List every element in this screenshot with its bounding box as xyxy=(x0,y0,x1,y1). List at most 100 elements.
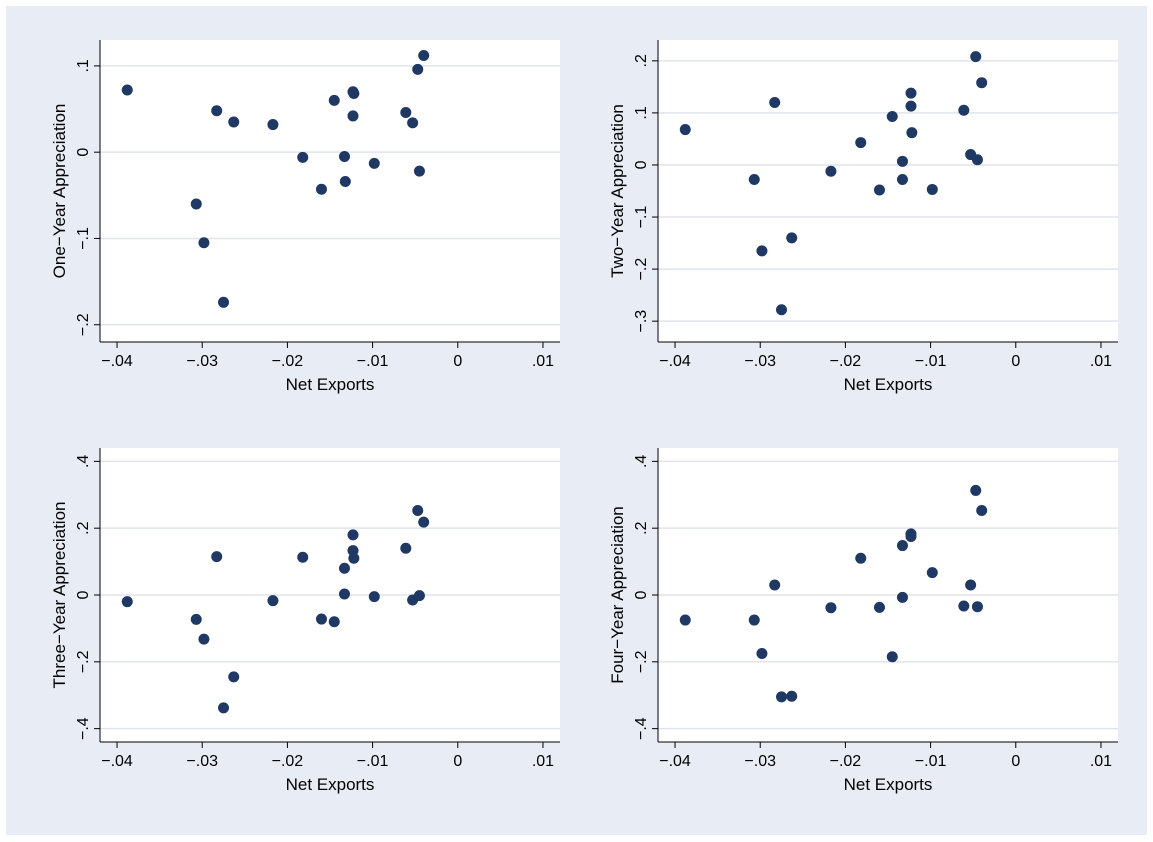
data-point xyxy=(873,184,885,196)
x-tick-label: 0 xyxy=(453,353,462,370)
data-point xyxy=(905,100,917,112)
y-tick-label: .2 xyxy=(633,54,650,67)
x-tick-label: −.03 xyxy=(744,353,776,370)
y-tick-label: −.2 xyxy=(75,313,92,336)
x-tick-label: −.04 xyxy=(659,353,691,370)
data-point xyxy=(756,245,768,257)
y-tick-label: −.4 xyxy=(633,717,650,740)
data-point xyxy=(267,595,279,607)
chart-panel-4: −.04 −.03 −.02 −.01 0 .01 −.4 −.2 0 .2 .4 Net Expor… xyxy=(608,448,1118,794)
x-tick-label: −.04 xyxy=(101,753,133,770)
data-point xyxy=(267,119,279,131)
x-tick-label: .01 xyxy=(532,353,554,370)
data-point xyxy=(786,690,798,702)
y-tick-label: −.2 xyxy=(633,650,650,673)
data-point xyxy=(769,579,781,591)
x-tick-label: 0 xyxy=(1011,353,1020,370)
data-point xyxy=(786,232,798,244)
chart-panel-3: −.04 −.03 −.02 −.01 0 .01 −.4 −.2 0 .2 .4 Net Expor… xyxy=(50,448,560,794)
data-point xyxy=(328,94,340,106)
data-point xyxy=(776,691,788,703)
data-point xyxy=(400,106,412,118)
data-point xyxy=(825,165,837,177)
x-axis-title: Net Exports xyxy=(286,375,375,394)
x-tick-label: 0 xyxy=(1011,753,1020,770)
data-point xyxy=(218,296,230,308)
y-tick-label: 0 xyxy=(75,148,92,157)
data-point xyxy=(855,137,867,149)
x-tick-label: −.04 xyxy=(659,753,691,770)
y-axis-title: Two−Year Appreciation xyxy=(608,104,627,278)
data-point xyxy=(970,51,982,63)
y-tick-label: −.3 xyxy=(633,310,650,333)
data-point xyxy=(756,647,768,659)
data-point xyxy=(190,613,202,625)
data-point xyxy=(211,105,223,117)
plot-area xyxy=(100,40,560,342)
y-tick-label: .1 xyxy=(633,106,650,119)
data-point xyxy=(896,591,908,603)
data-point xyxy=(776,304,788,316)
data-point xyxy=(906,127,918,139)
data-point xyxy=(348,87,360,99)
data-point xyxy=(896,540,908,552)
data-point xyxy=(338,150,350,162)
data-point xyxy=(121,84,133,96)
data-point xyxy=(328,616,340,628)
data-point xyxy=(347,529,359,541)
x-tick-label: .01 xyxy=(1090,353,1112,370)
data-point xyxy=(297,551,309,563)
data-point xyxy=(338,588,350,600)
data-point xyxy=(905,87,917,99)
y-tick-label: .2 xyxy=(75,521,92,534)
chart-panel-2: −.04 −.03 −.02 −.01 0 .01 −.3 −.2 −.1 0 .1 .2 Net Ex… xyxy=(608,40,1118,394)
data-point xyxy=(368,591,380,603)
data-point xyxy=(338,562,350,574)
data-point xyxy=(855,552,867,564)
x-tick-label: .01 xyxy=(532,753,554,770)
x-tick-label: −.03 xyxy=(186,753,218,770)
data-point xyxy=(926,567,938,579)
x-tick-label: −.01 xyxy=(915,753,947,770)
x-tick-label: −.02 xyxy=(830,753,862,770)
x-tick-label: −.01 xyxy=(357,753,389,770)
x-tick-label: .01 xyxy=(1090,753,1112,770)
data-point xyxy=(413,590,425,602)
data-point xyxy=(418,516,430,528)
y-tick-label: −.1 xyxy=(633,206,650,229)
y-axis-title: One−Year Appreciation xyxy=(50,104,69,279)
data-point xyxy=(748,174,760,186)
data-point xyxy=(769,96,781,108)
data-point xyxy=(407,117,419,129)
y-tick-label: 0 xyxy=(633,160,650,169)
y-tick-label: .4 xyxy=(633,455,650,468)
data-point xyxy=(315,613,327,625)
x-tick-label: −.03 xyxy=(744,753,776,770)
x-tick-label: 0 xyxy=(453,753,462,770)
data-point xyxy=(896,155,908,167)
x-tick-label: −.02 xyxy=(830,353,862,370)
x-tick-label: −.01 xyxy=(357,353,389,370)
y-tick-label: −.2 xyxy=(633,258,650,281)
data-point xyxy=(905,531,917,543)
x-tick-label: −.02 xyxy=(272,753,304,770)
data-point xyxy=(679,614,691,626)
y-tick-label: .4 xyxy=(75,455,92,468)
y-tick-label: −.1 xyxy=(75,227,92,250)
y-tick-label: −.2 xyxy=(75,650,92,673)
y-tick-label: −.4 xyxy=(75,717,92,740)
x-tick-label: −.02 xyxy=(272,353,304,370)
data-point xyxy=(971,601,983,613)
data-point xyxy=(348,552,360,564)
x-axis-title: Net Exports xyxy=(844,775,933,794)
plot-area xyxy=(658,40,1118,342)
data-point xyxy=(886,111,898,123)
x-axis-title: Net Exports xyxy=(286,775,375,794)
y-tick-label: 0 xyxy=(633,590,650,599)
data-point xyxy=(228,116,240,128)
data-point xyxy=(347,110,359,122)
data-point xyxy=(228,671,240,683)
data-point xyxy=(976,504,988,516)
data-point xyxy=(748,614,760,626)
x-tick-label: −.04 xyxy=(101,353,133,370)
